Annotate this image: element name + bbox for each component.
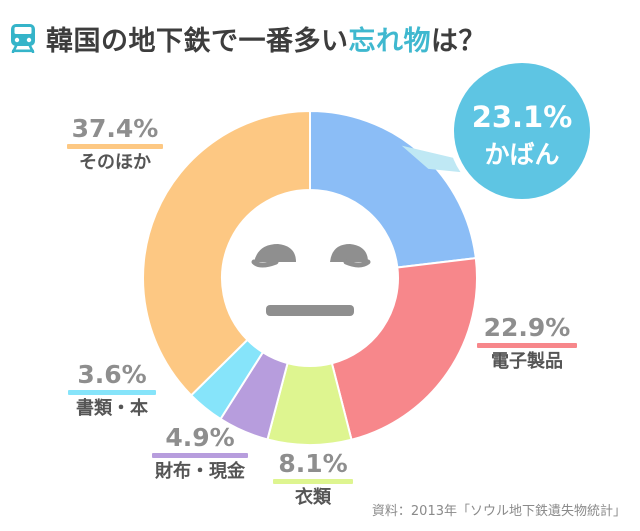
name-documents: 書類・本 [76, 398, 148, 419]
slice-other [142, 109, 311, 397]
left-eye-swirl [251, 259, 279, 268]
train-icon [11, 24, 35, 53]
name-clothing: 衣類 [295, 487, 331, 508]
label-other: 37.4% そのほか [62, 115, 168, 174]
callout-bubble [454, 63, 590, 199]
left-eye [254, 244, 296, 262]
name-electronics: 電子製品 [491, 351, 563, 372]
name-wallet: 財布・現金 [155, 461, 245, 482]
worried-face-icon [251, 244, 371, 316]
rule-documents [68, 390, 156, 395]
callout-value: 23.1% [472, 100, 573, 134]
pct-electronics: 22.9% [483, 313, 571, 342]
right-eye [330, 244, 368, 262]
pct-clothing: 8.1% [278, 449, 348, 478]
label-electronics: 22.9% 電子製品 [472, 314, 582, 373]
slice-electronics [330, 256, 478, 441]
rule-clothing [273, 479, 353, 484]
label-clothing: 8.1% 衣類 [270, 450, 356, 509]
pct-other: 37.4% [71, 114, 159, 143]
label-documents: 3.6% 書類・本 [60, 361, 164, 420]
rule-electronics [477, 343, 577, 348]
chart-title: 韓国の地下鉄で一番多い忘れ物は？ [10, 18, 486, 58]
title-text: 韓国の地下鉄で一番多い忘れ物は？ [46, 19, 486, 58]
callout-label: かばん [484, 140, 559, 169]
rule-other [67, 144, 163, 149]
mouth [266, 305, 354, 316]
title-main: 韓国の地下鉄で一番多い [46, 25, 349, 57]
right-eye-swirl [343, 259, 371, 268]
title-accent: 忘れ物 [348, 25, 431, 57]
slice-bag [309, 109, 477, 269]
title-suffix: は？ [431, 25, 486, 57]
label-wallet: 4.9% 財布・現金 [145, 424, 255, 483]
source-note: 資料：2013年「ソウル地下鉄遺失物統計」 [371, 504, 626, 519]
pct-wallet: 4.9% [165, 423, 235, 452]
rule-wallet [152, 453, 248, 458]
name-other: そのほか [79, 152, 151, 173]
pct-documents: 3.6% [77, 360, 147, 389]
